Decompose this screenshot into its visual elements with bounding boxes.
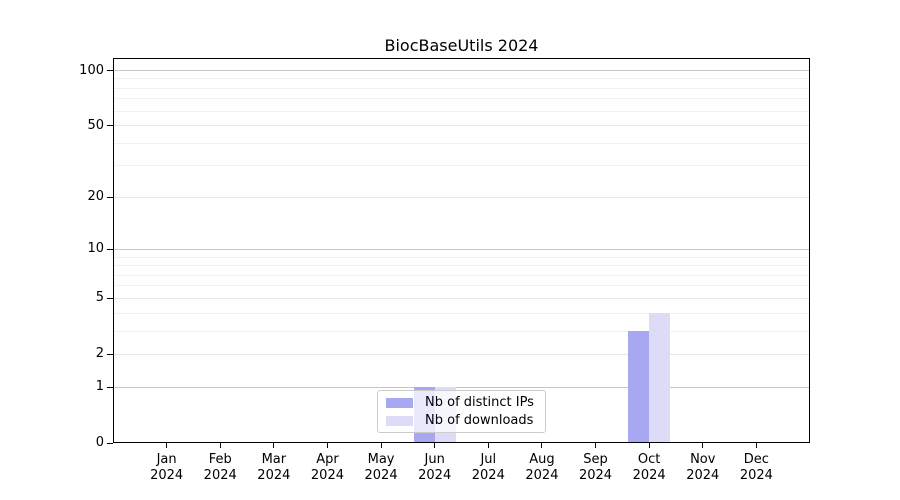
y-gridline xyxy=(113,196,810,198)
legend-row: Nb of downloads xyxy=(378,413,545,428)
x-tick-mark xyxy=(273,443,275,448)
y-minor-gridline xyxy=(113,312,810,314)
y-gridline xyxy=(113,353,810,355)
y-gridline xyxy=(113,386,810,388)
y-minor-gridline xyxy=(113,265,810,267)
y-tick-label: 1 xyxy=(95,379,104,395)
x-tick-mark xyxy=(541,443,543,448)
y-minor-gridline xyxy=(113,285,810,287)
chart-title: BiocBaseUtils 2024 xyxy=(384,36,539,55)
y-minor-gridline xyxy=(113,110,810,112)
x-tick-label: Dec 2024 xyxy=(739,452,773,483)
x-tick-label: Jan 2024 xyxy=(150,452,184,483)
x-tick-label: Jul 2024 xyxy=(471,452,505,483)
y-gridline xyxy=(113,248,810,250)
y-minor-gridline xyxy=(113,142,810,144)
legend-label-distinct-ips: Nb of distinct IPs xyxy=(425,395,534,410)
y-minor-gridline xyxy=(113,256,810,258)
y-minor-gridline xyxy=(113,330,810,332)
y-tick-label: 50 xyxy=(87,117,104,133)
y-minor-gridline xyxy=(113,274,810,276)
y-tick-label: 100 xyxy=(79,62,104,78)
x-tick-mark xyxy=(326,443,328,448)
y-gridline xyxy=(113,125,810,127)
x-tick-mark xyxy=(166,443,168,448)
bar-downloads xyxy=(649,313,671,443)
y-tick-mark xyxy=(107,196,113,198)
x-tick-mark xyxy=(434,443,436,448)
plot-frame xyxy=(113,58,810,443)
y-tick-mark xyxy=(107,353,113,355)
y-tick-mark xyxy=(107,70,113,72)
y-minor-gridline xyxy=(113,87,810,89)
y-gridline xyxy=(113,70,810,72)
y-tick-mark xyxy=(107,297,113,299)
y-gridline xyxy=(113,297,810,299)
x-tick-mark xyxy=(380,443,382,448)
x-tick-label: Oct 2024 xyxy=(632,452,666,483)
bar-distinct-ips xyxy=(628,331,650,443)
distinct-ips-swatch-icon xyxy=(386,397,413,408)
plot-area xyxy=(113,58,810,443)
x-tick-label: Aug 2024 xyxy=(525,452,559,483)
x-tick-mark xyxy=(755,443,757,448)
x-tick-label: Jun 2024 xyxy=(418,452,452,483)
x-tick-label: Feb 2024 xyxy=(203,452,237,483)
y-tick-mark xyxy=(107,442,113,444)
x-tick-label: Nov 2024 xyxy=(686,452,720,483)
y-minor-gridline xyxy=(113,78,810,80)
x-tick-label: Mar 2024 xyxy=(257,452,291,483)
x-tick-mark xyxy=(595,443,597,448)
legend: Nb of distinct IPs Nb of downloads xyxy=(377,390,546,433)
y-tick-label: 10 xyxy=(87,241,104,257)
y-tick-mark xyxy=(107,125,113,127)
y-tick-label: 0 xyxy=(95,435,104,450)
downloads-swatch-icon xyxy=(386,415,413,426)
x-tick-mark xyxy=(219,443,221,448)
x-tick-label: Sep 2024 xyxy=(578,452,613,483)
x-tick-label: May 2024 xyxy=(364,452,398,483)
y-tick-label: 2 xyxy=(95,346,104,362)
x-tick-mark xyxy=(487,443,489,448)
legend-label-downloads: Nb of downloads xyxy=(425,413,534,428)
x-tick-mark xyxy=(648,443,650,448)
y-minor-gridline xyxy=(113,165,810,167)
y-tick-mark xyxy=(107,386,113,388)
y-tick-label: 20 xyxy=(87,189,104,205)
y-minor-gridline xyxy=(113,98,810,100)
x-tick-label: Apr 2024 xyxy=(310,452,344,483)
legend-row: Nb of distinct IPs xyxy=(378,395,545,410)
y-tick-mark xyxy=(107,248,113,250)
y-tick-label: 5 xyxy=(95,290,104,306)
x-tick-mark xyxy=(702,443,704,448)
